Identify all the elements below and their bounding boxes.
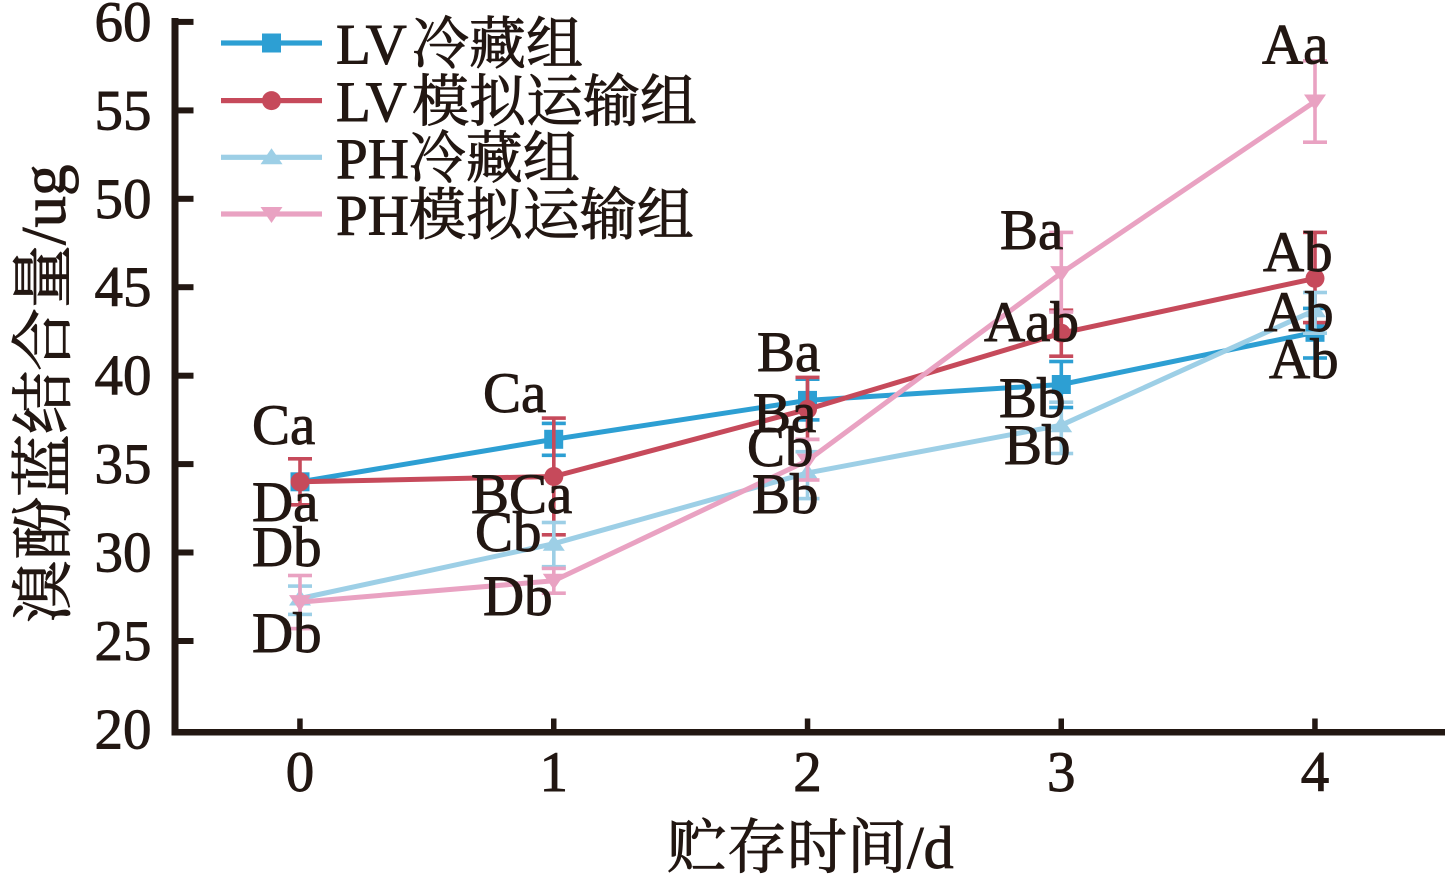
svg-text:Da: Da bbox=[252, 471, 318, 534]
svg-text:0: 0 bbox=[286, 741, 315, 804]
svg-text:Bb: Bb bbox=[1004, 414, 1071, 477]
svg-text:Ab: Ab bbox=[1263, 221, 1333, 284]
svg-text:25: 25 bbox=[95, 610, 152, 673]
svg-text:Ba: Ba bbox=[753, 382, 816, 445]
svg-text:Db: Db bbox=[252, 602, 322, 665]
svg-text:30: 30 bbox=[95, 522, 152, 585]
svg-text:Db: Db bbox=[483, 565, 553, 628]
svg-text:Cb: Cb bbox=[475, 501, 542, 564]
svg-text:Cb: Cb bbox=[747, 416, 814, 479]
svg-text:Ca: Ca bbox=[252, 394, 315, 457]
svg-text:PH: PH bbox=[336, 185, 409, 248]
svg-text:Ab: Ab bbox=[1264, 281, 1334, 344]
svg-text:LV: LV bbox=[336, 71, 407, 134]
svg-text:Db: Db bbox=[252, 516, 322, 579]
svg-text:/d: /d bbox=[907, 815, 954, 879]
svg-text:BCa: BCa bbox=[471, 463, 572, 526]
svg-text:3: 3 bbox=[1047, 741, 1076, 804]
svg-text:45: 45 bbox=[95, 256, 152, 319]
svg-text:Ab: Ab bbox=[1269, 328, 1339, 391]
svg-text:50: 50 bbox=[95, 168, 152, 231]
svg-text:1: 1 bbox=[540, 741, 569, 804]
svg-text:Bb: Bb bbox=[752, 463, 819, 526]
svg-text:20: 20 bbox=[95, 698, 152, 761]
svg-text:/ug: /ug bbox=[9, 164, 79, 245]
svg-text:35: 35 bbox=[95, 433, 152, 496]
svg-text:55: 55 bbox=[95, 79, 152, 142]
svg-text:4: 4 bbox=[1301, 741, 1330, 804]
svg-text:PH: PH bbox=[336, 128, 409, 191]
svg-text:Ba: Ba bbox=[757, 321, 820, 384]
svg-text:Bb: Bb bbox=[999, 367, 1066, 430]
svg-text:Aa: Aa bbox=[1262, 14, 1328, 77]
svg-text:40: 40 bbox=[95, 345, 152, 408]
svg-text:Aab: Aab bbox=[984, 291, 1079, 354]
svg-text:Ca: Ca bbox=[483, 362, 546, 425]
svg-text:2: 2 bbox=[793, 741, 822, 804]
svg-text:LV: LV bbox=[336, 14, 407, 77]
svg-text:60: 60 bbox=[95, 0, 152, 54]
svg-text:Ba: Ba bbox=[1000, 199, 1063, 262]
